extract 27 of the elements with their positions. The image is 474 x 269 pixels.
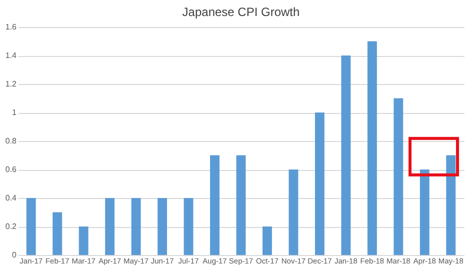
bar [341, 56, 351, 255]
bar [420, 170, 430, 255]
y-tick-label: 0.8 [5, 136, 18, 146]
chart-title: Japanese CPI Growth [182, 5, 300, 19]
y-tick-label: 1.6 [5, 22, 18, 32]
bar [184, 198, 194, 255]
bar [367, 41, 377, 255]
y-tick-label: 1 [12, 108, 18, 117]
bar [394, 98, 404, 255]
y-tick-label: 1.4 [5, 51, 18, 60]
bar [26, 198, 36, 255]
bar [314, 112, 324, 255]
bar [158, 198, 168, 255]
bar [78, 226, 88, 255]
bar [262, 226, 272, 255]
y-tick-label: 0.4 [5, 194, 18, 202]
y-tick-label: 0 [12, 250, 18, 260]
y-tick-label: 0.6 [5, 165, 18, 174]
bar [288, 170, 298, 255]
bar [446, 155, 456, 255]
bar [105, 198, 115, 255]
bar [131, 198, 141, 255]
bar [52, 212, 62, 255]
bar [210, 155, 220, 255]
y-tick-label: 0.2 [5, 222, 18, 231]
bar [236, 155, 246, 255]
y-tick-label: 1.2 [5, 80, 18, 88]
